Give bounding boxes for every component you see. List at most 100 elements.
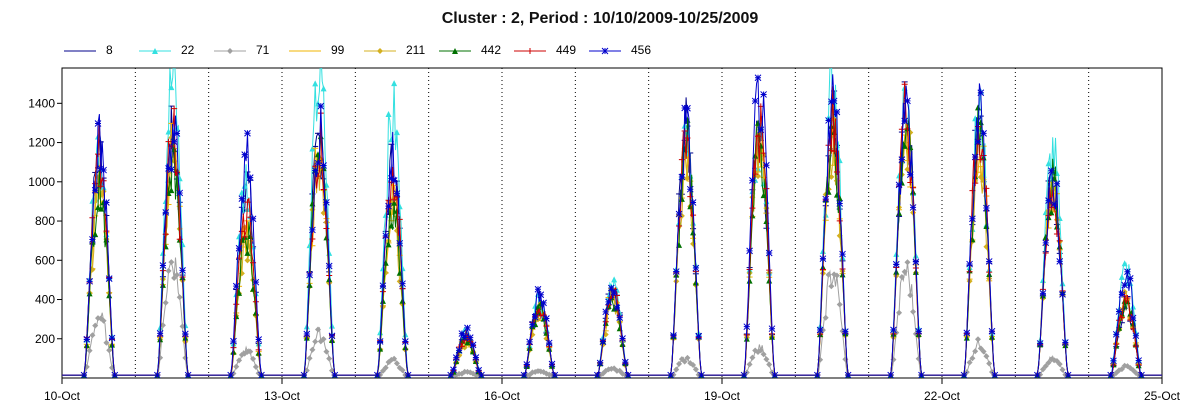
data-point bbox=[106, 347, 113, 354]
data-point bbox=[676, 222, 683, 229]
data-point bbox=[401, 338, 409, 345]
data-point bbox=[1047, 167, 1055, 175]
data-point bbox=[831, 148, 838, 155]
data-point bbox=[892, 260, 900, 268]
data-point bbox=[94, 120, 102, 127]
legend-swatch bbox=[214, 48, 246, 54]
data-point bbox=[306, 271, 313, 279]
data-point bbox=[165, 128, 172, 135]
data-point bbox=[97, 205, 104, 212]
data-point bbox=[689, 199, 697, 206]
data-point bbox=[388, 222, 395, 229]
data-point bbox=[1135, 357, 1143, 364]
data-point bbox=[765, 249, 773, 257]
data-point bbox=[165, 138, 172, 145]
data-point bbox=[983, 353, 990, 360]
data-point bbox=[472, 354, 480, 361]
data-point bbox=[1107, 371, 1115, 378]
data-point bbox=[458, 330, 466, 337]
data-point bbox=[963, 329, 971, 337]
data-point bbox=[97, 183, 104, 190]
data-point bbox=[379, 282, 387, 290]
data-point bbox=[236, 357, 243, 364]
data-point bbox=[1118, 366, 1125, 373]
data-point bbox=[906, 171, 914, 178]
data-point bbox=[766, 361, 773, 368]
data-point bbox=[692, 366, 699, 373]
data-point bbox=[760, 192, 767, 199]
data-point bbox=[687, 203, 694, 210]
data-point bbox=[616, 314, 624, 321]
data-point bbox=[624, 371, 632, 378]
data-point bbox=[100, 166, 107, 174]
data-point bbox=[896, 172, 903, 179]
data-point bbox=[969, 215, 976, 223]
data-point bbox=[816, 326, 824, 334]
legend-marker bbox=[452, 48, 458, 54]
data-point bbox=[830, 97, 838, 105]
data-point bbox=[684, 354, 691, 361]
data-point bbox=[537, 291, 545, 299]
data-point bbox=[393, 360, 400, 367]
y-tick-label: 800 bbox=[35, 214, 55, 228]
data-point bbox=[86, 290, 93, 297]
data-point bbox=[887, 371, 895, 378]
data-point bbox=[918, 371, 925, 378]
data-point bbox=[670, 332, 677, 339]
data-point bbox=[1061, 339, 1069, 346]
data-point bbox=[1053, 230, 1060, 237]
data-point bbox=[676, 360, 683, 367]
data-point bbox=[827, 98, 835, 106]
legend-label: 71 bbox=[256, 43, 270, 57]
data-point bbox=[86, 347, 93, 354]
data-point bbox=[692, 264, 700, 272]
data-point bbox=[320, 85, 327, 92]
data-point bbox=[755, 173, 761, 180]
data-point bbox=[836, 301, 843, 308]
data-point bbox=[311, 167, 319, 174]
data-point bbox=[545, 339, 553, 347]
chart-title: Cluster : 2, Period : 10/10/2009-10/25/2… bbox=[441, 10, 759, 27]
data-point bbox=[255, 336, 263, 343]
data-point bbox=[1118, 314, 1125, 321]
data-point bbox=[898, 274, 905, 281]
series-line bbox=[62, 84, 1162, 376]
data-point bbox=[1115, 308, 1123, 315]
data-point bbox=[232, 282, 240, 290]
data-point bbox=[602, 318, 609, 325]
data-point bbox=[108, 334, 116, 342]
data-point bbox=[896, 209, 903, 216]
data-point bbox=[551, 371, 559, 378]
data-point bbox=[464, 339, 471, 346]
data-point bbox=[757, 126, 765, 134]
legend-marker bbox=[601, 47, 609, 55]
data-point bbox=[1056, 237, 1063, 244]
data-point bbox=[1112, 330, 1120, 338]
data-point bbox=[1033, 371, 1041, 378]
data-point bbox=[1121, 260, 1128, 267]
data-point bbox=[1064, 371, 1072, 378]
data-point bbox=[672, 268, 680, 275]
data-point bbox=[678, 173, 686, 181]
data-point bbox=[469, 341, 477, 349]
legend-label: 456 bbox=[631, 43, 652, 57]
data-point bbox=[393, 190, 401, 197]
data-point bbox=[83, 335, 91, 343]
data-point bbox=[746, 361, 753, 368]
data-point bbox=[241, 182, 248, 189]
data-point bbox=[162, 208, 170, 216]
data-point bbox=[89, 197, 96, 204]
data-point bbox=[977, 89, 985, 97]
data-point bbox=[901, 81, 908, 88]
data-point bbox=[754, 74, 762, 82]
series-456 bbox=[62, 74, 1162, 378]
data-point bbox=[171, 105, 178, 112]
data-point bbox=[323, 198, 330, 206]
legend-swatch bbox=[589, 47, 621, 55]
data-point bbox=[168, 259, 175, 266]
data-point bbox=[306, 355, 313, 362]
legend-swatch bbox=[514, 48, 546, 54]
data-point bbox=[980, 130, 987, 137]
data-point bbox=[833, 142, 840, 149]
data-point bbox=[249, 215, 257, 223]
